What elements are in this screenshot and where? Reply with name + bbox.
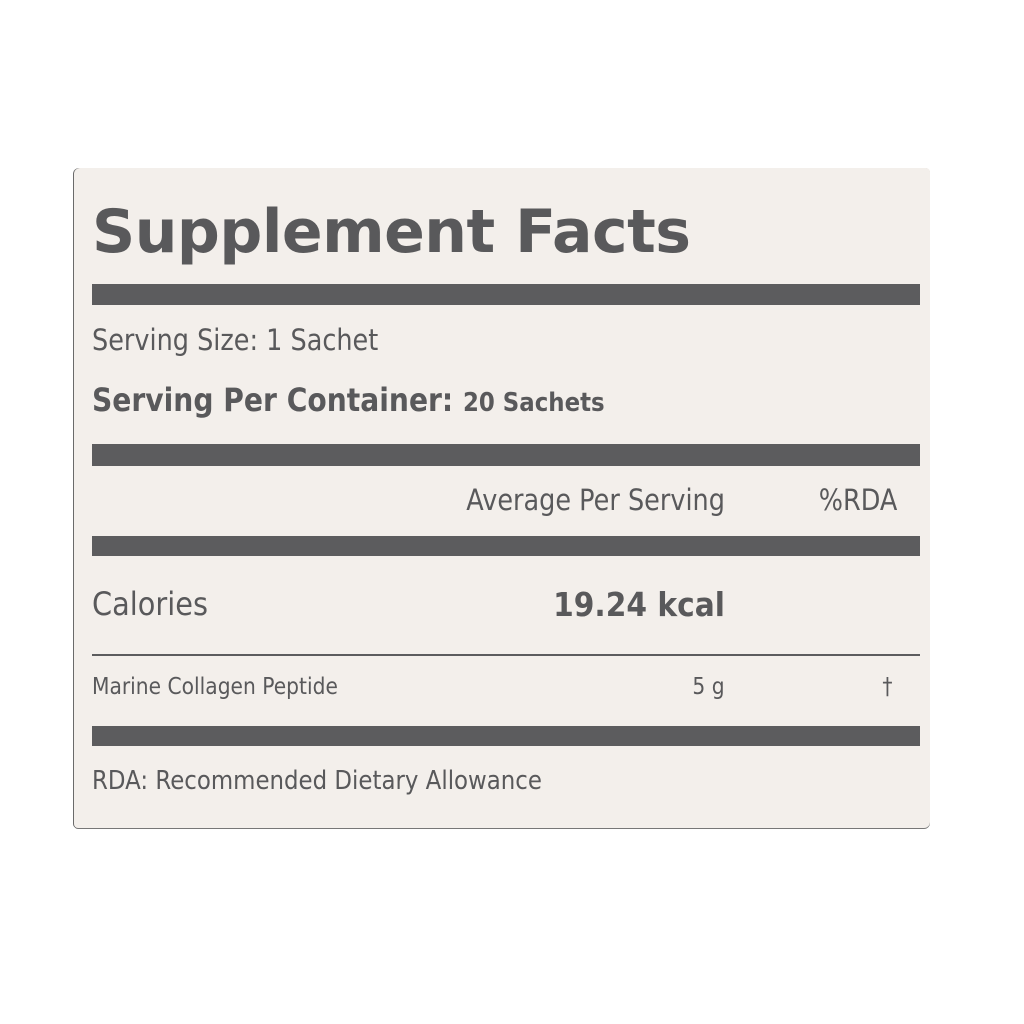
thin-divider <box>92 654 920 656</box>
calories-value: 19.24 kcal <box>553 585 725 624</box>
divider-bar <box>92 284 920 305</box>
divider-bar <box>92 444 920 466</box>
divider-bar <box>92 536 920 556</box>
supplement-facts-label: Supplement Facts Serving Size: 1 Sachet … <box>74 168 930 828</box>
divider-bar <box>92 726 920 746</box>
footnote: RDA: Recommended Dietary Allowance <box>92 766 542 796</box>
servings-value: 20 Sachets <box>462 388 605 418</box>
ingredient-name: Marine Collagen Peptide <box>92 674 338 700</box>
column-header-amount: Average Per Serving <box>466 483 725 517</box>
servings-per-container: Serving Per Container: 20 Sachets <box>92 384 605 416</box>
label-title: Supplement Facts <box>92 197 691 267</box>
ingredient-rda: † <box>881 674 892 700</box>
calories-label: Calories <box>92 585 208 623</box>
servings-label: Serving Per Container: <box>92 381 454 419</box>
column-header-rda: %RDA <box>818 483 897 517</box>
ingredient-amount: 5 g <box>692 674 725 700</box>
serving-size: Serving Size: 1 Sachet <box>92 323 379 357</box>
